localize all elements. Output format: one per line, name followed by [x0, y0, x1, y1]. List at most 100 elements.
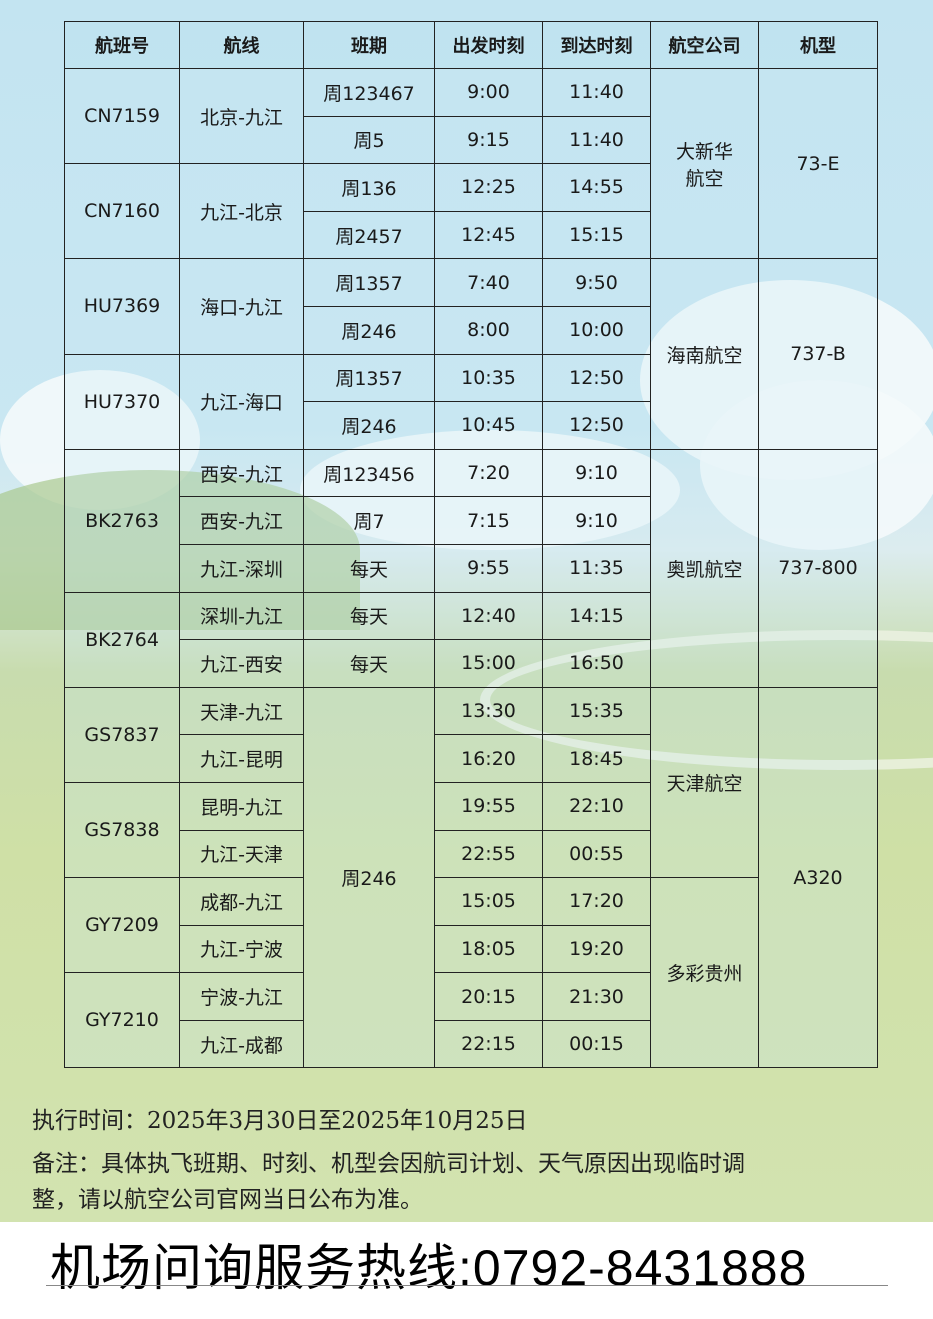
table-cell: 深圳-九江: [179, 591, 304, 641]
table-cell: 周136: [303, 163, 435, 212]
table-cell: HU7369: [64, 258, 180, 355]
table-row: 西安-九江 周7 7:15 9:10: [65, 496, 878, 545]
table-cell: 奥凯航空: [650, 448, 759, 688]
table-cell: CN7160: [64, 163, 180, 260]
table-row: 九江-昆明 16:20 18:45: [65, 734, 878, 783]
table-cell: 18:45: [542, 734, 651, 783]
table-cell: 周246: [303, 305, 435, 355]
table-cell: GY7209: [64, 877, 180, 974]
table-cell: 14:55: [542, 163, 651, 212]
table-cell: 九江-西安: [179, 639, 304, 688]
table-cell: BK2763: [64, 448, 180, 593]
table-row: 九江-深圳 每天 9:55 11:35: [65, 543, 878, 593]
table-cell: 15:15: [542, 210, 651, 260]
table-cell: 9:15: [434, 115, 543, 165]
table-cell: GS7838: [64, 781, 180, 879]
table-cell: 九江-北京: [179, 163, 304, 260]
table-cell: 19:20: [542, 924, 651, 974]
table-cell: 13:30: [434, 686, 543, 736]
table-cell: 73-E: [758, 67, 878, 260]
table-cell: 8:00: [434, 305, 543, 355]
table-cell: 周123456: [303, 448, 435, 498]
table-row: GY7210 宁波-九江 20:15 21:30: [64, 972, 878, 1069]
table-row: GS7838 昆明-九江 19:55 22:10: [64, 781, 878, 879]
table-cell: 22:55: [434, 829, 543, 879]
table-cell: 西安-九江: [179, 448, 304, 498]
table-cell: 9:50: [542, 258, 651, 307]
table-cell: GS7837: [64, 686, 180, 783]
table-cell: 15:00: [434, 639, 543, 688]
header-departure-time: 出发时刻: [434, 21, 543, 69]
table-row: CN7160 九江-北京 周136 12:25 14:55: [64, 163, 878, 260]
table-cell: 12:45: [434, 210, 543, 260]
table-cell: 大新华 航空: [650, 67, 759, 260]
flight-schedule-table: 航班号 航线 班期 出发时刻 到达时刻 航空公司 机型 CN7159 北京-九江 周123467…: [64, 21, 878, 1069]
table-cell: 海口-九江: [179, 258, 304, 355]
table-cell: 成都-九江: [179, 877, 304, 926]
table-row: HU7369 海口-九江 周1357 7:40 9:50 海南航空 737-B: [64, 258, 878, 450]
table-cell: 九江-成都: [179, 1019, 304, 1069]
table-cell: 九江-海口: [179, 353, 304, 450]
table-cell: 12:50: [542, 353, 651, 403]
table-row: 九江-天津 22:55 00:55: [65, 829, 878, 879]
table-cell: 11:40: [542, 115, 651, 165]
table-cell: 00:55: [542, 829, 651, 879]
table-cell: 9:10: [542, 496, 651, 545]
table-cell: 周1357: [303, 353, 435, 403]
table-cell: GY7210: [64, 972, 180, 1069]
table-cell: 每天: [303, 543, 435, 593]
table-cell: 14:15: [542, 591, 651, 641]
table-cell: 九江-宁波: [179, 924, 304, 974]
table-cell: 22:10: [542, 781, 651, 831]
table-cell: HU7370: [64, 353, 180, 450]
table-cell: 昆明-九江: [179, 781, 304, 831]
table-cell: 11:40: [542, 68, 651, 117]
table-cell: 12:50: [542, 401, 651, 450]
table-cell: 每天: [303, 591, 435, 641]
table-cell: 10:45: [434, 401, 543, 450]
table-cell: 九江-天津: [179, 829, 304, 879]
table-cell: 7:15: [434, 496, 543, 545]
table-cell: 10:00: [542, 305, 651, 355]
table-cell: 16:20: [434, 734, 543, 783]
table-row: GS7837 天津-九江 周246 13:30 15:35 天津航空 A320: [64, 686, 878, 1069]
table-cell: 15:35: [542, 686, 651, 736]
table-row: CN7159 北京-九江 周123467 9:00 11:40 大新华 航空 73-E: [64, 67, 878, 260]
table-cell: 737-B: [758, 258, 878, 450]
table-cell: 9:55: [434, 543, 543, 593]
table-cell: BK2764: [64, 591, 180, 688]
table-cell: 12:25: [434, 163, 543, 212]
table-cell: 九江-深圳: [179, 543, 304, 593]
table-cell: 17:20: [542, 877, 651, 926]
table-cell: 737-800: [758, 448, 878, 688]
table-cell: 多彩贵州: [650, 877, 759, 1069]
header-route: 航线: [179, 21, 304, 69]
table-cell: 海南航空: [650, 258, 759, 450]
table-cell: 周5: [303, 115, 435, 165]
table-cell: 北京-九江: [179, 67, 304, 165]
table-cell: 周246: [303, 686, 435, 1069]
table-cell: 9:00: [434, 68, 543, 117]
table-row: 周246 10:45 12:50: [65, 401, 878, 450]
table-row: BK2764 深圳-九江 每天 12:40 14:15: [64, 591, 878, 688]
table-cell: 19:55: [434, 781, 543, 831]
table-cell: 00:15: [542, 1019, 651, 1069]
table-cell: 7:20: [434, 448, 543, 498]
table-cell: 西安-九江: [179, 496, 304, 545]
table-cell: 宁波-九江: [179, 972, 304, 1021]
table-cell: 12:40: [434, 591, 543, 641]
header-airline: 航空公司: [650, 21, 759, 69]
table-row: 周5 9:15 11:40: [65, 115, 878, 165]
table-cell: 周7: [303, 496, 435, 545]
table-row: BK2763 西安-九江 周123456 7:20 9:10 奥凯航空 737-800: [64, 448, 878, 688]
table-cell: 22:15: [434, 1019, 543, 1069]
table-row: 九江-西安 每天 15:00 16:50: [65, 639, 878, 688]
table-cell: 7:40: [434, 258, 543, 307]
table-cell: 天津-九江: [179, 686, 304, 736]
table-cell: 20:15: [434, 972, 543, 1021]
table-cell: 16:50: [542, 639, 651, 688]
table-cell: A320: [758, 686, 878, 1069]
header-flight-number: 航班号: [64, 21, 180, 69]
remark-line-1: 备注：具体执飞班期、时刻、机型会因航司计划、天气原因出现临时调: [32, 1151, 745, 1177]
table-row: GY7209 成都-九江 15:05 17:20 多彩贵州: [64, 877, 878, 1069]
